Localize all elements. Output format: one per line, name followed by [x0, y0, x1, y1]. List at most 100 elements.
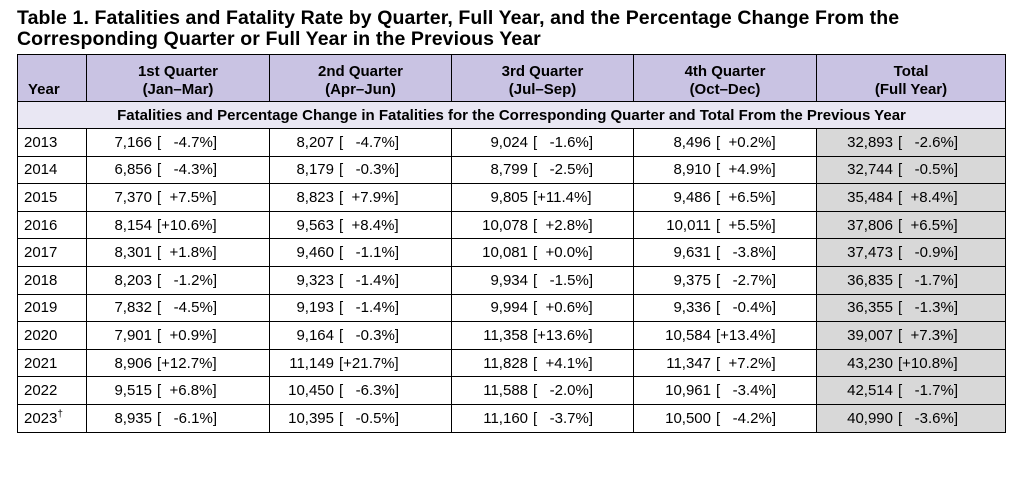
year-cell: 2019 [17, 293, 87, 323]
q2-fatalities: 9,563 [296, 216, 334, 234]
header-total: Total (Full Year) [816, 54, 1006, 102]
q2-cell: 8,179 [ -0.3%] [269, 155, 452, 185]
q1-cell: 8,203 [ -1.2%] [86, 265, 270, 295]
q3-fatalities: 9,024 [490, 133, 528, 151]
q4-fatalities: 9,375 [673, 271, 711, 289]
q2-cell: 9,563 [ +8.4%] [269, 210, 452, 240]
header-q1: 1st Quarter (Jan–Mar) [86, 54, 270, 102]
q4-cell: 9,375 [ -2.7%] [633, 265, 817, 295]
total-percent-change: [ -3.6%] [898, 409, 959, 427]
total-percent-change: [ -1.7%] [898, 382, 959, 400]
section-row: Fatalities and Percentage Change in Fata… [17, 101, 1006, 129]
header-q1-line2: (Jan–Mar) [142, 81, 214, 98]
table-row: 2013 7,166 [ -4.7%] 8,207 [ -4.7%] 9,024 [ -1.… [17, 128, 1006, 157]
total-fatalities: 40,990 [847, 409, 893, 427]
q1-percent-change: [ -4.5%] [157, 299, 218, 317]
q4-fatalities: 10,961 [665, 382, 711, 400]
q3-percent-change: [ +2.8%] [533, 216, 593, 234]
total-percent-change: [ -1.3%] [898, 299, 959, 317]
table-row: 2015 7,370 [ +7.5%] 8,823 [ +7.9%] 9,805 [+11.… [17, 183, 1006, 212]
year-value: 2017 [24, 244, 58, 262]
q4-fatalities: 11,347 [666, 354, 711, 372]
q3-cell: 11,828 [ +4.1%] [451, 348, 634, 378]
year-footnote-mark: † [57, 408, 63, 420]
header-q4-line1: 4th Quarter [684, 63, 766, 80]
header-q3-line2: (Jul–Sep) [508, 81, 577, 98]
year-cell: 2017 [17, 238, 87, 267]
q2-percent-change: [ -0.5%] [339, 409, 400, 427]
q3-percent-change: [+11.4%] [533, 188, 592, 206]
q4-fatalities: 9,336 [673, 299, 711, 317]
total-cell: 42,514 [ -1.7%] [816, 376, 1006, 405]
q4-percent-change: [ +6.5%] [716, 188, 776, 206]
q2-percent-change: [ -0.3%] [339, 326, 400, 344]
header-total-line2: (Full Year) [874, 81, 948, 98]
q4-cell: 8,910 [ +4.9%] [633, 155, 817, 185]
q4-cell: 9,486 [ +6.5%] [633, 183, 817, 212]
total-fatalities: 39,007 [847, 326, 893, 344]
q3-cell: 11,588 [ -2.0%] [451, 376, 634, 405]
q1-cell: 8,906 [+12.7%] [86, 348, 270, 378]
total-fatalities: 36,835 [847, 271, 893, 289]
q1-fatalities: 7,370 [114, 188, 152, 206]
q4-percent-change: [ +5.5%] [716, 216, 776, 234]
q2-fatalities: 8,207 [296, 133, 334, 151]
q3-fatalities: 8,799 [490, 161, 528, 179]
table-row: 2016 8,154 [+10.6%] 9,563 [ +8.4%] 10,078 [ +2… [17, 210, 1006, 240]
q2-percent-change: [ +8.4%] [339, 216, 399, 234]
q1-percent-change: [ -4.7%] [157, 133, 218, 151]
q3-cell: 10,081 [ +0.0%] [451, 238, 634, 267]
q4-percent-change: [+13.4%] [716, 326, 776, 344]
total-cell: 32,893 [ -2.6%] [816, 128, 1006, 157]
q2-fatalities: 9,323 [296, 271, 334, 289]
q4-fatalities: 8,496 [673, 133, 711, 151]
q3-fatalities: 10,078 [482, 216, 528, 234]
total-fatalities: 43,230 [847, 354, 893, 372]
q3-fatalities: 10,081 [482, 244, 528, 262]
total-cell: 43,230 [+10.8%] [816, 348, 1006, 378]
q4-fatalities: 9,631 [673, 244, 711, 262]
q4-percent-change: [ -2.7%] [716, 271, 777, 289]
q4-fatalities: 8,910 [673, 161, 711, 179]
q2-percent-change: [ -1.4%] [339, 299, 400, 317]
year-value: 2014 [24, 161, 58, 179]
q4-fatalities: 10,500 [665, 409, 711, 427]
header-q4-line2: (Oct–Dec) [689, 81, 761, 98]
q1-fatalities: 7,166 [114, 133, 152, 151]
q3-cell: 11,358 [+13.6%] [451, 321, 634, 350]
q3-cell: 9,805 [+11.4%] [451, 183, 634, 212]
q3-cell: 9,994 [ +0.6%] [451, 293, 634, 323]
header-q4: 4th Quarter (Oct–Dec) [633, 54, 817, 102]
total-fatalities: 32,744 [847, 161, 893, 179]
q4-cell: 11,347 [ +7.2%] [633, 348, 817, 378]
q1-cell: 7,370 [ +7.5%] [86, 183, 270, 212]
q3-cell: 10,078 [ +2.8%] [451, 210, 634, 240]
q2-percent-change: [ -6.3%] [339, 382, 400, 400]
q1-percent-change: [+10.6%] [157, 216, 217, 234]
year-cell: 2022 [17, 376, 87, 405]
q1-percent-change: [ -4.3%] [157, 161, 218, 179]
q2-fatalities: 10,395 [288, 409, 334, 427]
fatalities-table: Year 1st Quarter (Jan–Mar) 2nd Quarter (Ap… [17, 54, 1006, 433]
q1-cell: 6,856 [ -4.3%] [86, 155, 270, 185]
q1-fatalities: 9,515 [114, 382, 152, 400]
table-row: 2014 6,856 [ -4.3%] 8,179 [ -0.3%] 8,799 [ -2.… [17, 155, 1006, 185]
q3-fatalities: 11,828 [483, 354, 528, 372]
year-value: 2021 [24, 354, 58, 372]
table-title: Table 1. Fatalities and Fatality Rate by… [17, 7, 900, 50]
q1-percent-change: [+12.7%] [157, 354, 217, 372]
total-fatalities: 35,484 [847, 188, 893, 206]
q1-cell: 8,154 [+10.6%] [86, 210, 270, 240]
total-cell: 32,744 [ -0.5%] [816, 155, 1006, 185]
q1-fatalities: 6,856 [114, 161, 152, 179]
q3-cell: 8,799 [ -2.5%] [451, 155, 634, 185]
q4-cell: 10,011 [ +5.5%] [633, 210, 817, 240]
year-value: 2013 [24, 133, 58, 151]
q1-fatalities: 7,832 [114, 299, 152, 317]
total-fatalities: 36,355 [847, 299, 893, 317]
table-row: 2022 9,515 [ +6.8%] 10,450 [ -6.3%] 11,588 [ -… [17, 376, 1006, 405]
q4-percent-change: [ -0.4%] [716, 299, 777, 317]
header-total-line1: Total [893, 63, 929, 80]
q1-percent-change: [ +0.9%] [157, 326, 217, 344]
q3-percent-change: [ -1.6%] [533, 133, 594, 151]
